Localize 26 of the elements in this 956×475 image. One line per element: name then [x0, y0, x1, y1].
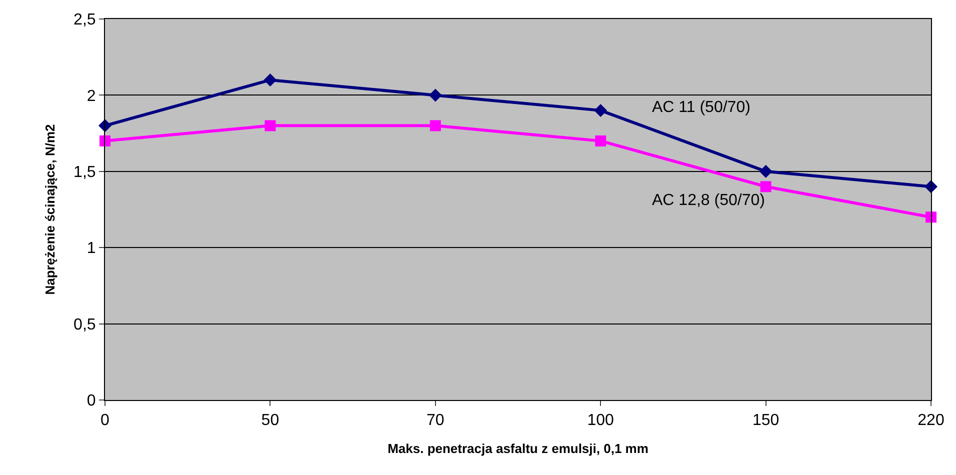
- x-tick-label: 70: [426, 412, 444, 430]
- point: [264, 73, 277, 86]
- series-label: AC 12,8 (50/70): [652, 192, 765, 209]
- point: [760, 181, 772, 192]
- point: [759, 164, 772, 178]
- point: [594, 104, 608, 117]
- point: [264, 120, 276, 132]
- x-axis-title: Maks. penetracja asfaltu z emulsji, 0,1 mm: [388, 440, 648, 456]
- y-axis-title: Naprężenie ścinające, N/m2: [42, 124, 58, 295]
- point: [430, 120, 441, 132]
- point: [100, 135, 110, 146]
- x-tick-label: 220: [918, 412, 944, 430]
- point: [595, 135, 606, 146]
- series-label: AC 11 (50/70): [652, 99, 750, 116]
- y-tick-label: 2: [86, 88, 96, 105]
- y-tick-label: 1,5: [74, 164, 96, 181]
- x-tick-label: 0: [100, 412, 110, 430]
- y-tick-label: 1: [86, 240, 96, 258]
- y-tick-label: 2,5: [74, 12, 96, 29]
- y-tick-label: 0,5: [74, 316, 96, 334]
- point: [926, 212, 936, 223]
- x-tick-label: 150: [752, 412, 780, 430]
- x-tick-label: 50: [261, 412, 280, 430]
- y-tick-label: 0: [86, 392, 96, 410]
- point: [428, 88, 442, 102]
- x-tick-label: 100: [587, 412, 614, 430]
